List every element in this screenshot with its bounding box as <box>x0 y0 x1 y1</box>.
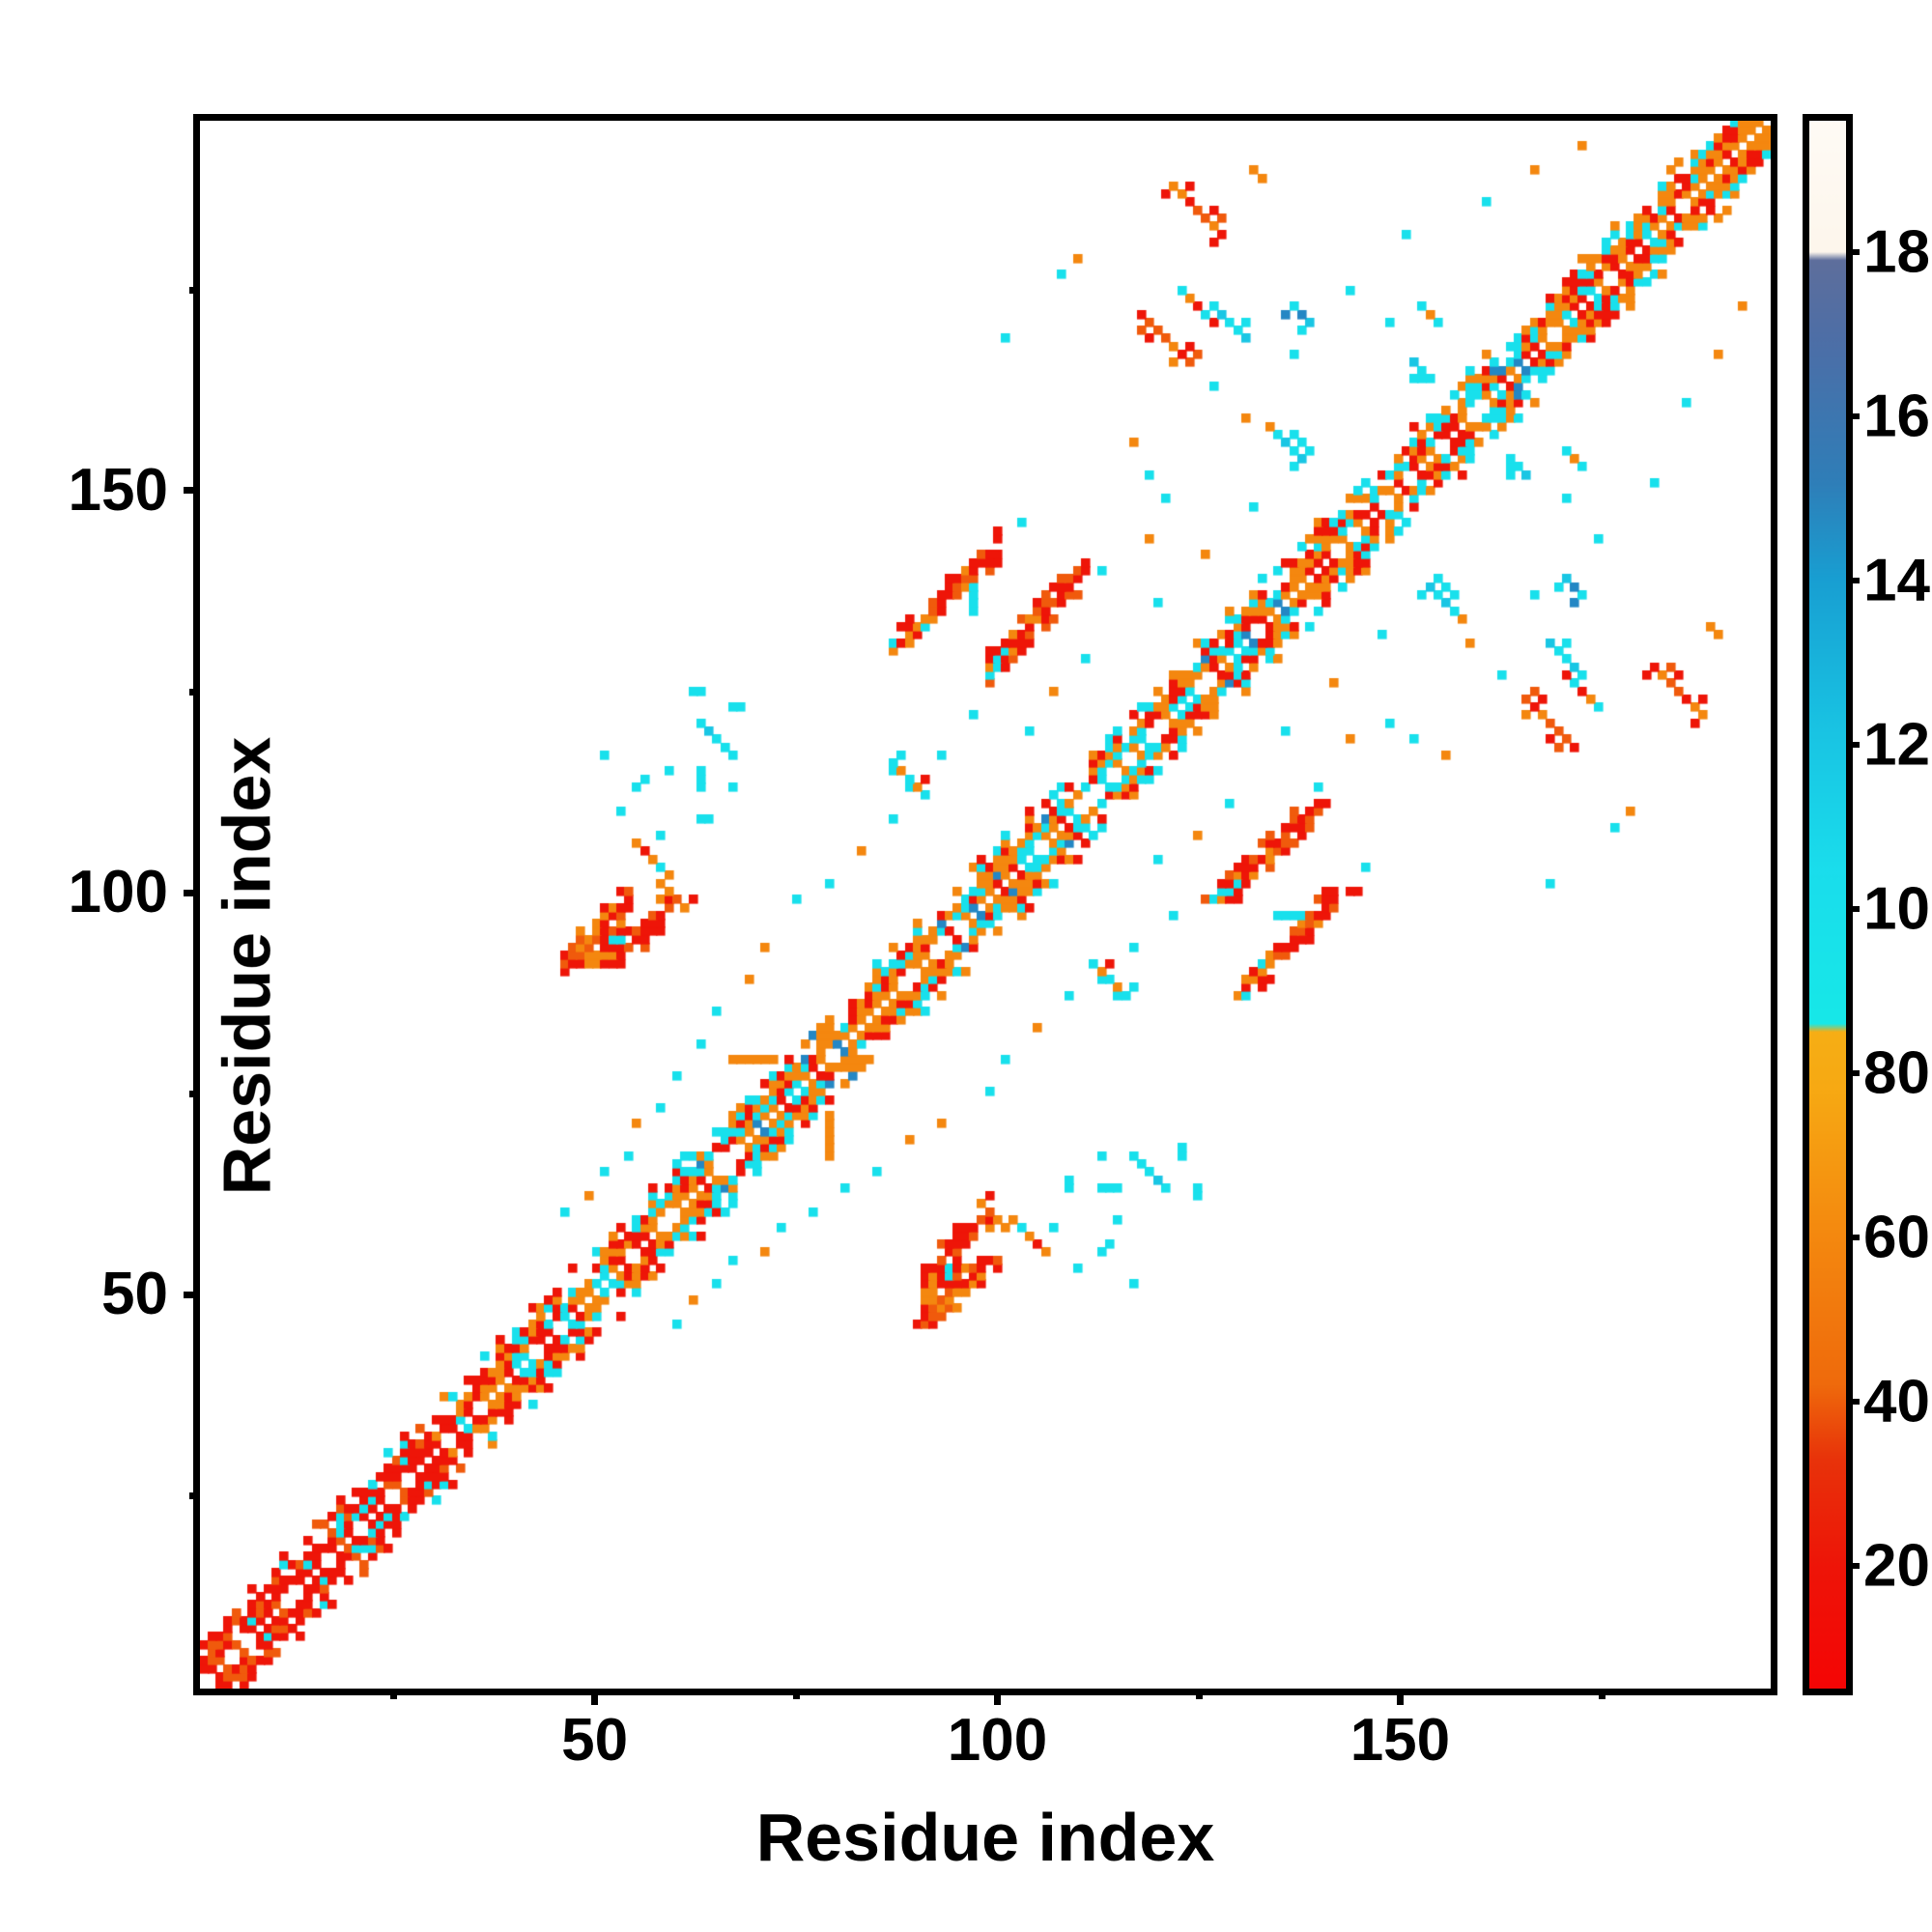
y-minor-tick-25 <box>189 1492 200 1500</box>
y-tick-label-150: 150 <box>68 456 168 524</box>
colorbar: 20 40 60 80 100 120 140 160 180 <box>1803 114 1932 1695</box>
colorbar-tick-100 <box>1846 905 1860 912</box>
colorbar-tick-20 <box>1846 1562 1860 1569</box>
x-tick-50 <box>591 1689 599 1705</box>
colorbar-tick-label-100: 100 <box>1863 875 1932 943</box>
plot-area <box>184 114 1777 1705</box>
colorbar-tick-160 <box>1846 412 1860 419</box>
y-tick-150 <box>184 487 200 495</box>
colorbar-tick-120 <box>1846 741 1860 748</box>
colorbar-tick-label-120: 120 <box>1863 711 1932 779</box>
colorbar-tick-40 <box>1846 1398 1860 1405</box>
colorbar-tick-label-140: 140 <box>1863 547 1932 614</box>
colorbar-tick-label-40: 40 <box>1863 1368 1930 1435</box>
x-minor-tick-25 <box>390 1689 398 1699</box>
colorbar-tick-label-80: 80 <box>1863 1039 1930 1107</box>
x-minor-tick-125 <box>1195 1689 1203 1699</box>
colorbar-tick-label-60: 60 <box>1863 1204 1930 1271</box>
x-axis-title: Residue index <box>755 1800 1215 1875</box>
y-minor-tick-75 <box>189 1091 200 1098</box>
y-tick-label-50: 50 <box>101 1261 168 1328</box>
y-axis-title: Residue index <box>209 736 285 1196</box>
y-minor-tick-175 <box>189 286 200 294</box>
x-tick-label-50: 50 <box>561 1707 629 1774</box>
colorbar-tick-label-160: 160 <box>1863 383 1932 450</box>
colorbar-tick-140 <box>1846 577 1860 583</box>
colorbar-tick-180 <box>1846 248 1860 255</box>
contact-map-heatmap <box>200 121 1771 1689</box>
colorbar-tick-label-180: 180 <box>1863 218 1932 286</box>
colorbar-gradient <box>1809 121 1846 1689</box>
x-tick-150 <box>1396 1689 1404 1705</box>
colorbar-tick-label-20: 20 <box>1863 1532 1930 1600</box>
x-tick-100 <box>994 1689 1001 1705</box>
y-tick-100 <box>184 889 200 896</box>
x-tick-label-150: 150 <box>1350 1707 1451 1774</box>
y-tick-label-100: 100 <box>68 859 168 925</box>
x-tick-label-100: 100 <box>947 1707 1048 1774</box>
x-minor-tick-75 <box>793 1689 801 1699</box>
y-tick-50 <box>184 1291 200 1298</box>
colorbar-tick-60 <box>1846 1234 1860 1240</box>
y-minor-tick-125 <box>189 688 200 696</box>
x-minor-tick-175 <box>1598 1689 1605 1699</box>
colorbar-tick-80 <box>1846 1069 1860 1076</box>
